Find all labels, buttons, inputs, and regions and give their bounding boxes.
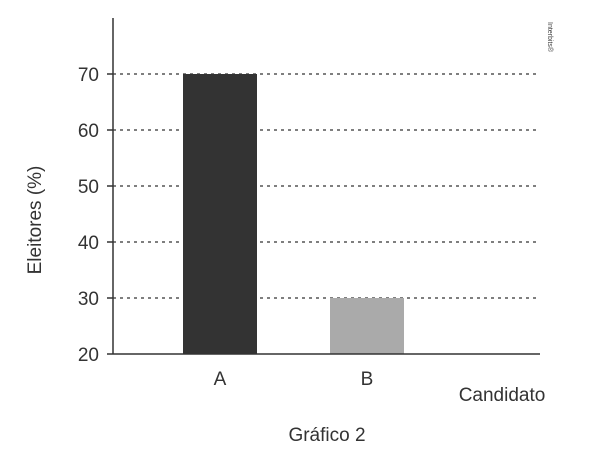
gridlines xyxy=(113,73,540,299)
y-tick-label: 60 xyxy=(78,121,99,142)
chart-caption: Gráfico 2 xyxy=(288,425,365,446)
x-tick-label: B xyxy=(361,369,374,390)
y-axis-label: Eleitores (%) xyxy=(25,166,46,275)
y-tick-label: 20 xyxy=(78,345,99,366)
bar-b xyxy=(330,298,404,354)
bar-a xyxy=(183,74,257,354)
y-tick-label: 70 xyxy=(78,65,99,86)
x-tick-label: A xyxy=(214,369,227,390)
y-tick-labels: 20 30 40 50 60 70 xyxy=(78,65,113,366)
y-tick-label: 40 xyxy=(78,233,99,254)
bars xyxy=(183,74,404,354)
y-tick-label: 50 xyxy=(78,177,99,198)
y-tick-label: 30 xyxy=(78,289,99,310)
watermark: Interbits® xyxy=(546,22,553,53)
x-axis-label: Candidato xyxy=(459,385,546,406)
